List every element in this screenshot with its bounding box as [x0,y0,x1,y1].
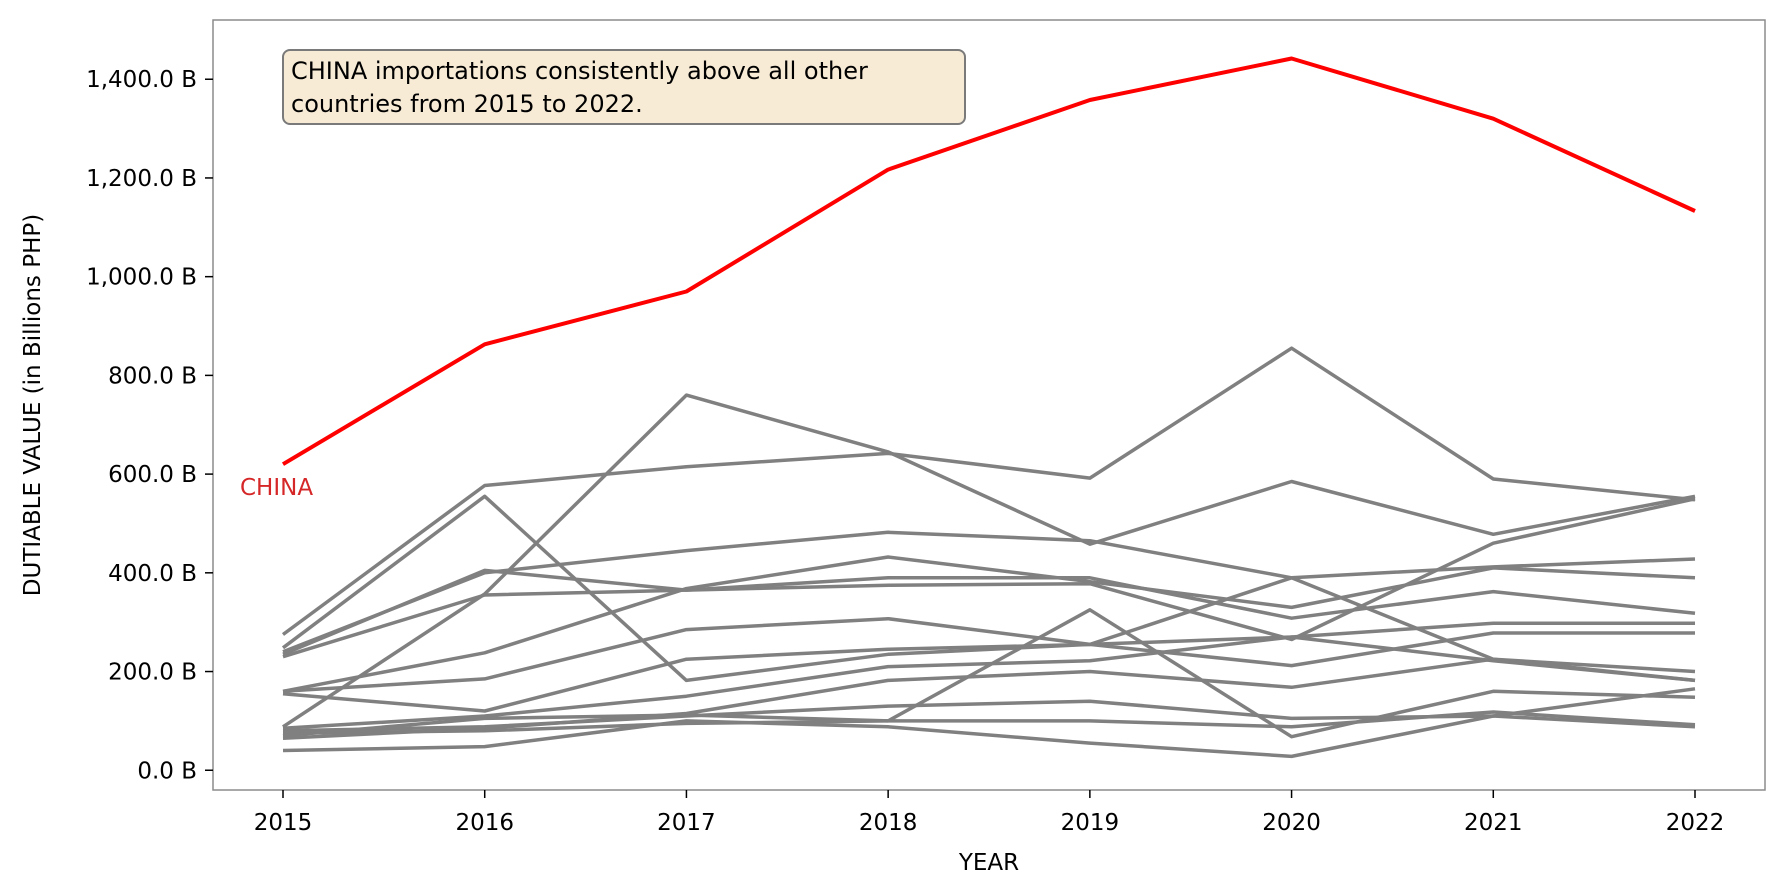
y-tick-label: 800.0 B [108,363,197,389]
series-line-other-3 [281,494,1696,683]
y-tick-label: 600.0 B [108,462,197,488]
annotation-line-2: countries from 2015 to 2022. [291,90,643,118]
series-line-other-11 [282,608,1696,739]
series-line-other-1 [281,346,1696,636]
series-line-other-7 [282,576,1696,659]
x-tick-label: 2022 [1666,810,1725,836]
series-line-other-8 [282,616,1695,694]
annotation-box: CHINA importations consistently above al… [282,49,966,125]
series-line-other-15 [282,687,1696,759]
y-tick-label: 400.0 B [108,561,197,587]
y-tick-label: 1,000.0 B [86,265,197,291]
series-line-other-13 [282,699,1696,733]
y-tick-label: 0.0 B [137,758,197,784]
series-layer [281,56,1696,759]
series-line-other-2 [282,393,1696,729]
x-tick-label: 2016 [455,810,514,836]
series-line-other-6 [282,497,1696,656]
x-tick-label: 2015 [254,810,313,836]
x-tick-label: 2019 [1061,810,1120,836]
series-label-china: CHINA [240,475,313,501]
annotation-background [282,49,966,125]
series-line-other-9 [282,631,1695,713]
x-axis-label: YEAR [958,850,1019,876]
y-tick-label: 200.0 B [108,660,197,686]
series-line-other-4 [282,530,1696,674]
y-axis: 0.0 B 200.0 B 400.0 B 600.0 B 800.0 B 1,000.0… [86,67,213,784]
series-line-china [281,56,1696,466]
y-tick-label: 1,200.0 B [86,166,197,192]
x-tick-label: 2017 [657,810,716,836]
y-tick-label: 1,400.0 B [86,67,197,93]
annotation-line-1: CHINA importations consistently above al… [291,57,868,85]
series-line-other-5 [282,555,1696,694]
x-tick-label: 2021 [1464,810,1523,836]
series-line-other-14 [282,710,1696,735]
plot-frame [212,19,1766,791]
y-axis-label: DUTIABLE VALUE (in Billions PHP) [20,214,46,596]
x-tick-label: 2020 [1262,810,1321,836]
x-axis: 2015 2016 2017 2018 2019 2020 2021 2022 [254,790,1725,836]
x-tick-label: 2018 [859,810,918,836]
